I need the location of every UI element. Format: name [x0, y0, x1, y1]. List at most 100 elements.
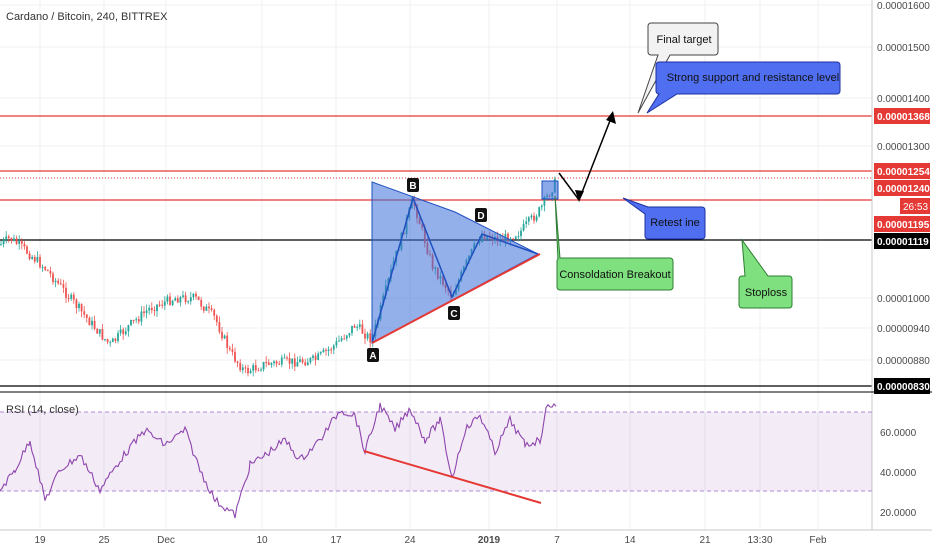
candle — [13, 238, 15, 241]
label-B: B — [407, 178, 419, 192]
candle — [65, 287, 67, 298]
price-label-1119: 0.00001119 — [877, 237, 929, 248]
candle — [208, 306, 210, 309]
price-label-bg — [874, 163, 930, 179]
candle — [156, 304, 158, 312]
price-axis: 0.00001600 0.00001500 0.00001400 0.00001… — [871, 0, 930, 530]
candle — [270, 363, 273, 365]
countdown-label: 26:53 — [903, 202, 928, 213]
candle — [507, 233, 509, 242]
candle — [153, 310, 156, 312]
candle — [520, 230, 522, 237]
candle — [119, 329, 122, 334]
rsi-tick: 20.0000 — [880, 508, 917, 519]
candle — [117, 333, 119, 341]
svg-text:Retest ine: Retest ine — [650, 217, 700, 229]
candle — [234, 351, 236, 362]
candle — [351, 325, 353, 334]
callout-retest: Retest ine — [622, 197, 706, 240]
candle — [130, 319, 132, 326]
candle — [98, 329, 101, 334]
chart-title: Cardano / Bitcoin, 240, BITTREX — [6, 11, 168, 23]
candle — [322, 349, 325, 353]
callout-stoploss: Stoploss — [738, 238, 793, 309]
candle — [150, 307, 153, 311]
candle — [5, 236, 8, 240]
candle — [184, 295, 187, 303]
candle — [39, 256, 41, 268]
candle — [127, 325, 130, 332]
candle — [288, 358, 291, 364]
candle — [527, 217, 530, 222]
candle — [46, 269, 49, 271]
candle — [330, 349, 333, 351]
price-label-bg — [874, 180, 930, 196]
candle — [202, 306, 205, 311]
svg-text:Final target: Final target — [656, 34, 711, 46]
candle — [36, 256, 39, 262]
candle — [189, 297, 192, 302]
candle — [70, 294, 73, 299]
time-tick: 2019 — [478, 535, 501, 546]
candle — [72, 294, 75, 300]
candle — [369, 333, 372, 343]
candle — [197, 296, 200, 300]
candle — [41, 266, 44, 268]
candle — [345, 335, 348, 339]
time-axis: 19 25 Dec 10 17 24 2019 7 14 21 13:30 Fe… — [0, 529, 932, 546]
candle — [254, 365, 257, 371]
candle — [101, 329, 104, 340]
arrow-head-retest — [575, 190, 584, 202]
callout-final-target: Final target — [637, 22, 719, 114]
candle — [514, 236, 517, 239]
rsi-line — [0, 402, 557, 519]
candle — [88, 317, 91, 326]
time-tick: 10 — [256, 535, 268, 546]
callout-strong-level: Strong support and resistance level — [646, 61, 841, 114]
price-tick: 0.00000880 — [877, 356, 930, 367]
candle — [241, 367, 244, 371]
candle — [93, 320, 96, 329]
svg-text:C: C — [450, 309, 457, 320]
time-tick: 14 — [624, 535, 636, 546]
candle — [356, 326, 359, 328]
candle — [366, 333, 369, 339]
price-label-bg — [874, 378, 930, 394]
price-tick: 0.00001300 — [877, 142, 930, 153]
price-label-last: 0.00001240 — [877, 184, 930, 195]
candle — [525, 221, 528, 224]
candle — [314, 355, 317, 360]
candle — [244, 367, 247, 369]
candle — [31, 256, 34, 259]
rsi-tick: 40.0000 — [880, 468, 917, 479]
candle — [533, 215, 535, 221]
candle — [309, 357, 312, 363]
callout-consolidation: Consoldation Breakout — [554, 195, 674, 291]
svg-text:Strong support and resistance: Strong support and resistance level — [667, 72, 839, 84]
candle — [78, 303, 80, 309]
candle — [15, 238, 18, 244]
candle — [2, 239, 5, 245]
svg-text:Consoldation Breakout: Consoldation Breakout — [559, 269, 670, 281]
candle — [304, 362, 307, 366]
rsi-divergence-line — [363, 450, 542, 504]
candle — [540, 205, 543, 208]
candle — [49, 270, 52, 274]
projection-path — [558, 112, 614, 202]
price-tick: 0.00000940 — [877, 324, 930, 335]
candle — [317, 353, 320, 360]
candle — [109, 342, 112, 344]
candle — [143, 311, 145, 314]
candle — [174, 298, 177, 301]
price-label-bg — [874, 233, 930, 249]
time-tick: Dec — [157, 535, 175, 546]
candle — [111, 338, 114, 343]
candle — [145, 310, 148, 314]
candle — [361, 324, 364, 334]
price-tick: 0.00001600 — [877, 1, 930, 12]
svg-text:A: A — [369, 351, 376, 362]
arrow-head-target — [606, 111, 616, 124]
candle — [192, 293, 195, 298]
candle — [340, 338, 343, 341]
rsi-tick: 60.0000 — [880, 428, 917, 439]
